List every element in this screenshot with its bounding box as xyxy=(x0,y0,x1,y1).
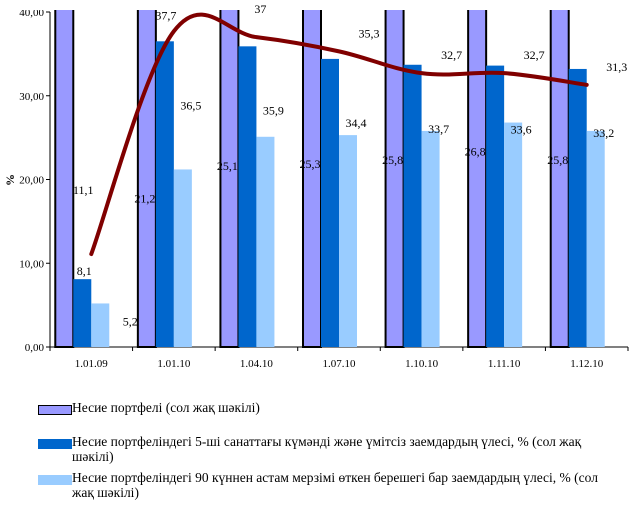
data-label-doubtful-loans: 33,2 xyxy=(593,126,614,140)
legend-label-overdue-loans: Несие портфеліндегі 90 күннен астам мерз… xyxy=(72,470,598,500)
bar-portfolio xyxy=(54,0,75,348)
data-label-overdue-loans: 25,8 xyxy=(547,153,568,167)
bar-portfolio xyxy=(384,0,405,348)
bar-overdue-loans xyxy=(91,303,110,347)
bar-doubtful-loans xyxy=(155,41,174,347)
legend-swatch-portfolio xyxy=(38,405,72,415)
x-tick-label: 1.11.10 xyxy=(488,358,521,370)
bar-portfolio xyxy=(136,0,157,348)
data-label-doubtful-loans: 36,5 xyxy=(180,98,201,112)
data-label-line: 35,3 xyxy=(359,26,380,40)
x-tick-label: 1.10.10 xyxy=(405,358,439,370)
data-label-overdue-loans: 25,3 xyxy=(300,157,321,171)
y-tick-label: 10,00 xyxy=(19,258,44,270)
bar-overdue-loans xyxy=(586,130,605,347)
bar-overdue-loans xyxy=(421,130,440,347)
bar-portfolio xyxy=(467,0,488,348)
bar-portfolio xyxy=(302,0,322,348)
legend-label-portfolio: Несие портфелі (сол жақ шәкілі) xyxy=(72,400,260,415)
data-label-overdue-loans: 25,1 xyxy=(217,159,238,173)
y-tick-label: 30,00 xyxy=(19,91,44,103)
bar-overdue-loans xyxy=(339,135,357,347)
bar-overdue-loans xyxy=(256,136,275,347)
x-tick-label: 1.01.10 xyxy=(157,358,191,370)
plot-top-mask xyxy=(0,0,630,10)
data-label-line: 32,7 xyxy=(441,48,462,62)
data-label-doubtful-loans: 33,6 xyxy=(511,123,532,137)
x-tick-label: 1.04.10 xyxy=(240,358,274,370)
data-label-doubtful-loans: 35,9 xyxy=(263,103,284,117)
legend: Несие портфелі (сол жақ шәкілі) Несие по… xyxy=(38,392,623,506)
data-label-doubtful-loans: 8,1 xyxy=(77,264,92,278)
legend-label-doubtful-loans: Несие портфеліндегі 5-ші санаттағы күмән… xyxy=(72,434,582,464)
data-label-doubtful-loans: 33,7 xyxy=(428,122,449,136)
data-label-line: 31,3 xyxy=(606,60,627,74)
bar-doubtful-loans xyxy=(486,65,505,347)
legend-item-portfolio: Несие портфелі (сол жақ шәкілі) xyxy=(38,400,620,415)
legend-item-doubtful-loans: Несие портфеліндегі 5-ші санаттағы күмән… xyxy=(38,434,620,464)
bar-doubtful-loans xyxy=(568,68,587,347)
y-axis-label: % xyxy=(3,174,17,186)
bar-overdue-loans xyxy=(173,169,192,347)
bar-doubtful-loans xyxy=(73,279,92,347)
data-label-overdue-loans: 25,8 xyxy=(382,153,403,167)
x-tick-label: 1.12.10 xyxy=(570,358,604,370)
x-tick-label: 1.07.10 xyxy=(323,358,357,370)
data-label-line: 11,1 xyxy=(73,183,94,197)
legend-item-overdue-loans: Несие портфеліндегі 90 күннен астам мерз… xyxy=(38,470,620,500)
bar-overdue-loans xyxy=(504,122,523,347)
data-label-overdue-loans: 5,2 xyxy=(123,314,138,328)
data-label-doubtful-loans: 34,4 xyxy=(346,116,367,130)
bar-portfolio xyxy=(219,0,240,348)
legend-swatch-doubtful-loans xyxy=(38,439,72,449)
bar-portfolio xyxy=(549,0,570,348)
data-label-overdue-loans: 21,2 xyxy=(134,191,155,205)
line-series xyxy=(89,12,589,257)
y-tick-label: 20,00 xyxy=(19,175,44,187)
data-label-line: 32,7 xyxy=(524,48,545,62)
y-tick-label: 0,00 xyxy=(25,342,45,354)
bar-doubtful-loans xyxy=(403,64,422,347)
bar-doubtful-loans xyxy=(321,58,339,348)
data-label-line: 37,7 xyxy=(155,8,176,22)
data-label-line: 37 xyxy=(254,2,266,16)
legend-swatch-overdue-loans xyxy=(38,475,72,485)
x-tick-label: 1.01.09 xyxy=(75,358,109,370)
bar-doubtful-loans xyxy=(238,46,257,348)
data-label-overdue-loans: 26,8 xyxy=(465,145,486,159)
